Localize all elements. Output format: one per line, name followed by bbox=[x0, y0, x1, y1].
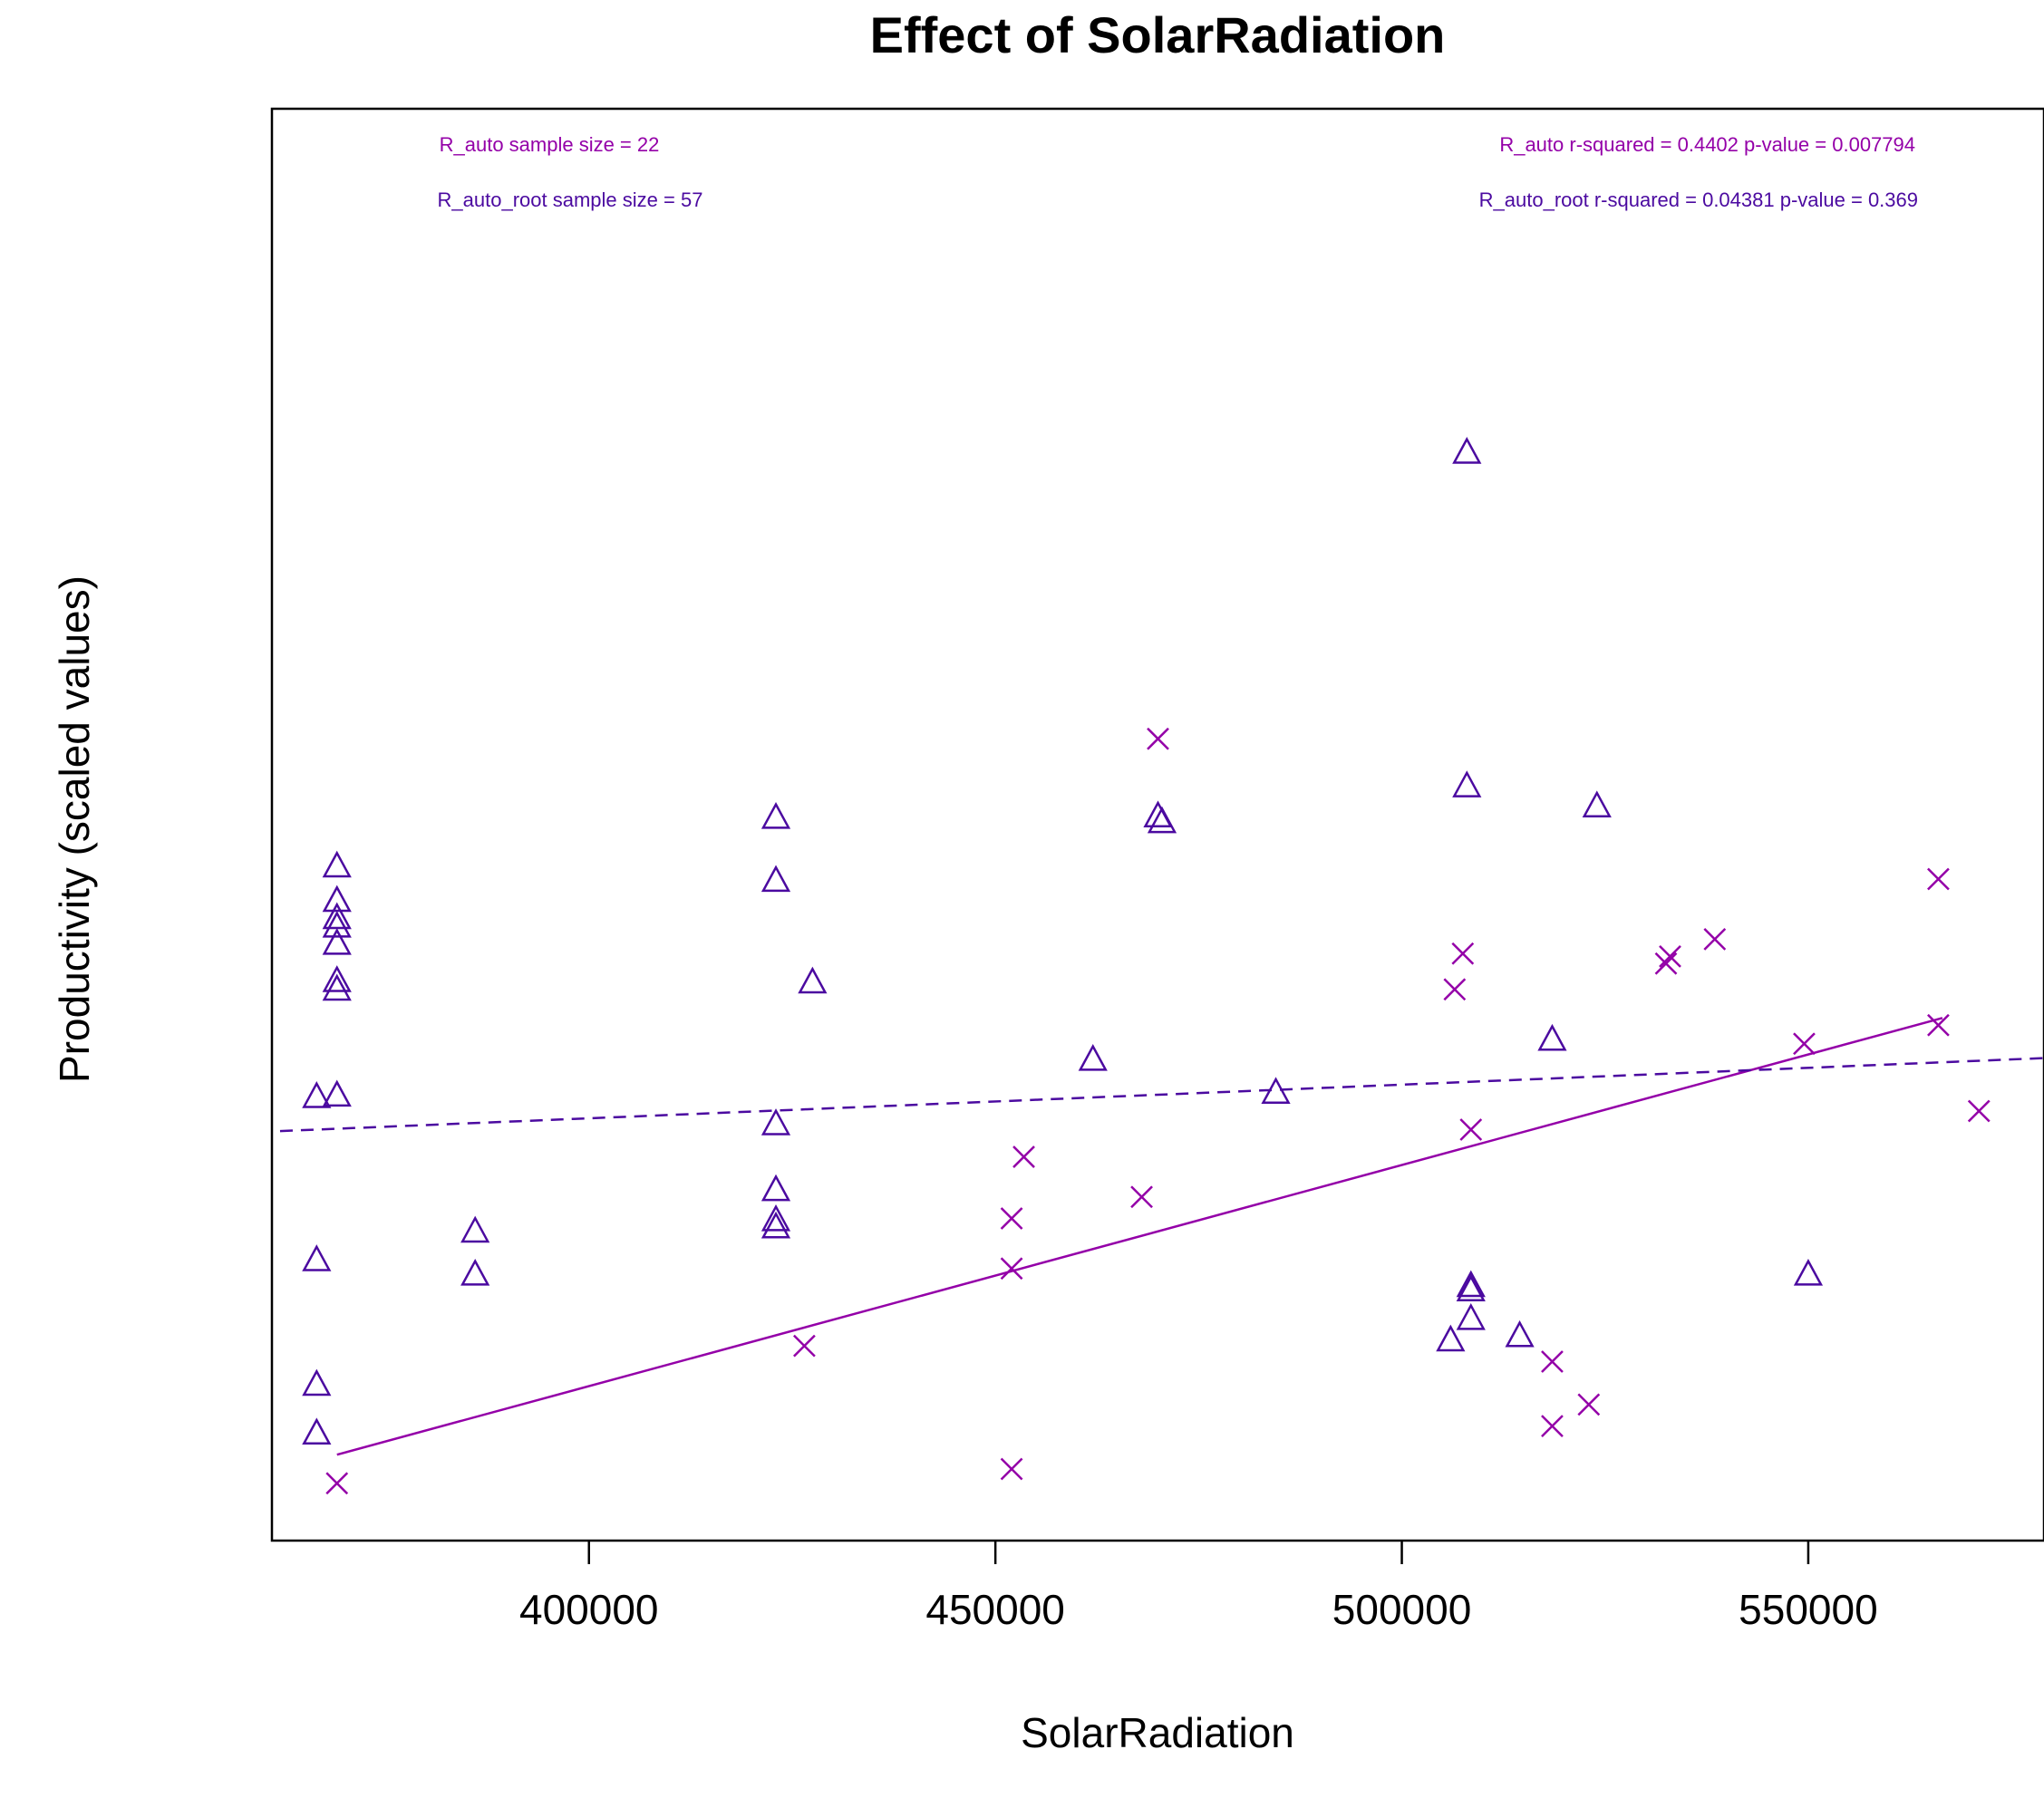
point-r-auto-root bbox=[1078, 1043, 1108, 1071]
point-r-auto-root bbox=[760, 1108, 791, 1136]
point-r-auto bbox=[1659, 944, 1681, 968]
x-axis: 400000 450000 500000 550000 bbox=[519, 1541, 1878, 1633]
point-r-auto bbox=[1967, 1099, 1991, 1123]
trendlines bbox=[279, 1017, 2044, 1456]
point-r-auto bbox=[1000, 1457, 1023, 1481]
point-r-auto-root bbox=[1456, 1274, 1486, 1301]
point-r-auto bbox=[1793, 1032, 1816, 1056]
point-r-auto bbox=[1927, 867, 1950, 891]
point-r-auto-root bbox=[760, 801, 791, 829]
point-r-auto bbox=[1451, 942, 1475, 965]
point-r-auto-root bbox=[1452, 770, 1482, 797]
point-r-auto-root bbox=[302, 1417, 332, 1445]
x-axis-label: SolarRadiation bbox=[1021, 1709, 1294, 1756]
point-r-auto-root bbox=[1582, 790, 1612, 817]
point-r-auto-root bbox=[798, 966, 828, 994]
r-auto-root-sample-size-label: R_auto_root sample size = 57 bbox=[438, 188, 703, 211]
y-axis-label: Productivity (scaled values) bbox=[51, 575, 98, 1083]
point-r-auto-root bbox=[760, 1211, 791, 1239]
data-points bbox=[302, 437, 1991, 1495]
point-r-auto bbox=[1577, 1393, 1601, 1416]
point-r-auto bbox=[1541, 1350, 1564, 1373]
x-tick-label: 550000 bbox=[1739, 1586, 1878, 1633]
point-r-auto-root bbox=[302, 1368, 332, 1397]
point-r-auto bbox=[793, 1334, 816, 1358]
point-r-auto-root bbox=[760, 1174, 791, 1202]
point-r-auto-root bbox=[1452, 437, 1482, 464]
point-r-auto-root bbox=[1537, 1023, 1567, 1051]
point-r-auto-root bbox=[302, 1081, 332, 1108]
x-tick-label: 500000 bbox=[1332, 1586, 1472, 1633]
trendline-r-auto-root bbox=[279, 1057, 2044, 1133]
r-auto-root-stats-label: R_auto_root r-squared = 0.04381 p-value … bbox=[1479, 188, 1918, 211]
point-r-auto bbox=[1459, 1118, 1483, 1141]
point-r-auto-root bbox=[322, 884, 352, 913]
point-r-auto bbox=[1130, 1185, 1153, 1209]
point-r-auto-root bbox=[322, 965, 352, 992]
point-r-auto bbox=[1654, 952, 1678, 975]
point-r-auto bbox=[1147, 727, 1169, 750]
point-r-auto bbox=[1012, 1145, 1035, 1168]
x-tick-label: 450000 bbox=[925, 1586, 1065, 1633]
point-r-auto bbox=[1000, 1257, 1023, 1281]
point-r-auto-root bbox=[1147, 806, 1177, 834]
x-tick-label: 400000 bbox=[519, 1586, 659, 1633]
point-r-auto-root bbox=[1793, 1258, 1824, 1286]
point-r-auto bbox=[1443, 978, 1467, 1001]
point-r-auto-root bbox=[302, 1244, 332, 1271]
point-r-auto bbox=[1541, 1415, 1564, 1437]
point-r-auto bbox=[1000, 1207, 1023, 1230]
point-r-auto-root bbox=[760, 865, 791, 893]
point-r-auto bbox=[325, 1472, 349, 1495]
point-r-auto-root bbox=[322, 911, 352, 938]
point-r-auto-root bbox=[322, 928, 352, 955]
point-r-auto bbox=[1703, 928, 1727, 951]
point-r-auto-root bbox=[322, 850, 352, 878]
point-r-auto-root bbox=[322, 973, 352, 1001]
point-r-auto bbox=[1927, 1013, 1950, 1037]
point-r-auto-root bbox=[1505, 1319, 1535, 1348]
point-r-auto-root bbox=[1456, 1302, 1486, 1330]
chart-title: Effect of SolarRadiation bbox=[870, 6, 1446, 63]
plot-frame bbox=[270, 107, 2044, 1542]
point-r-auto-root bbox=[322, 1079, 352, 1107]
trendline-r-auto bbox=[336, 1017, 1943, 1456]
r-auto-stats-label: R_auto r-squared = 0.4402 p-value = 0.00… bbox=[1499, 133, 1915, 156]
point-r-auto-root bbox=[460, 1258, 490, 1286]
point-r-auto-root bbox=[1456, 1270, 1486, 1298]
point-r-auto-root bbox=[1436, 1324, 1466, 1352]
point-r-auto-root bbox=[322, 902, 352, 930]
point-r-auto-root bbox=[1261, 1077, 1291, 1104]
point-r-auto-root bbox=[460, 1215, 490, 1243]
r-auto-sample-size-label: R_auto sample size = 22 bbox=[440, 133, 660, 156]
point-r-auto-root bbox=[760, 1203, 791, 1232]
